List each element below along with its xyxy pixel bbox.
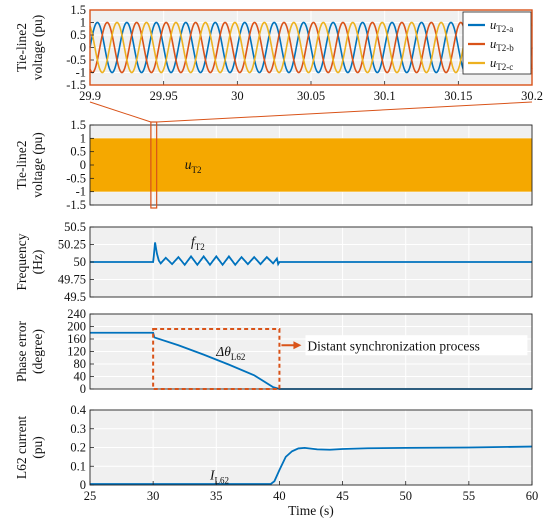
panel-4-callout-arrow-head <box>293 341 302 350</box>
panel-4-ytick-label: 200 <box>67 320 86 334</box>
panel-4-callout-box <box>152 328 281 390</box>
panel-5-ytick-label: 0 <box>80 478 86 492</box>
panel-1-xtick-label: 30.05 <box>297 89 325 103</box>
panel-5-annotation: IL62 <box>209 468 229 486</box>
panel-5-xtick-label: 25 <box>84 489 97 503</box>
panel-5-ytick-label: 0.3 <box>70 422 86 436</box>
panel-4-ytick-label: 0 <box>80 382 86 396</box>
panel-1-series-T2-a <box>89 21 533 74</box>
panel-1-xtick-label: 30 <box>231 89 244 103</box>
panel-2-ylabel-line2: voltage (pu) <box>30 132 45 198</box>
panel-3-annotation-sub: T2 <box>195 242 205 252</box>
panel-4-ylabel: Phase error (degree) <box>14 320 45 382</box>
panel-1-zoom-frame <box>89 9 533 86</box>
panel-3-ylabel: Frequency (Hz) <box>14 233 45 290</box>
panel-3-annotation: fT2 <box>191 234 205 252</box>
panel-1-ytick-label: -1.5 <box>66 78 86 92</box>
panel-3-annotation-main: f <box>191 234 197 249</box>
panel-5-ylabel-line1: L62 current <box>14 416 29 480</box>
panel-3-ytick-label: 49.75 <box>58 273 86 287</box>
panel-4-annotation-sub: L62 <box>231 352 246 362</box>
legend-sub: T2-c <box>496 62 513 72</box>
panel-2-annotation: uT2 <box>185 157 202 175</box>
panel-4-ytick-label: 120 <box>67 345 86 359</box>
panel-5-xtick-label: 50 <box>399 489 412 503</box>
panel-5-ytick-label: 0.1 <box>70 459 86 473</box>
panel-3-ylabel-line1: Frequency <box>14 233 29 290</box>
panel-2-ytick-label: -1.5 <box>66 198 86 212</box>
panel-5-ylabel-line2: (pu) <box>30 436 45 459</box>
panel-1-xtick-label: 29.95 <box>150 89 178 103</box>
panel-5-xtick-label: 30 <box>147 489 160 503</box>
panel-3-series-line <box>90 242 532 267</box>
panel-5-xtick-label: 40 <box>273 489 286 503</box>
panel-1-xtick-label: 30.15 <box>444 89 472 103</box>
panel-1-ytick-label: 1 <box>80 16 86 30</box>
panel-2-ytick-label: 1.5 <box>70 118 86 132</box>
panel-1-xtick-label: 29.9 <box>79 89 101 103</box>
panel-1-ytick-label: -0.5 <box>66 53 86 67</box>
panel-4-callout-label-bg <box>305 335 528 356</box>
legend-sub: T2-b <box>496 43 514 53</box>
panel-1-ytick-label: 0 <box>80 41 86 55</box>
panel-1-series-T2-b <box>89 21 533 74</box>
panel-1-ylabel: Tie-line2 voltage (pu) <box>14 15 45 81</box>
panel-5-ylabel: L62 current (pu) <box>14 416 45 480</box>
panel-2-annotation-sub: T2 <box>191 165 201 175</box>
panel-4-ytick-label: 240 <box>67 307 86 321</box>
panel-1-legend-label-T2-c: uT2-c <box>490 56 513 72</box>
panel-1-ytick-label: 1.5 <box>70 3 86 17</box>
panel-5-xtick-label: 60 <box>526 489 539 503</box>
panel-1-ytick-label: -1 <box>76 66 86 80</box>
panel-2-voltage-band <box>90 138 532 192</box>
legend-name: u <box>490 37 496 51</box>
panel-5-xlabel: Time (s) <box>288 503 334 518</box>
panel-5-series-line <box>90 445 533 485</box>
panel-2-ylabel-line1: Tie-line2 <box>14 140 29 189</box>
panel-5-ytick-label: 0.2 <box>70 441 86 455</box>
panel-4-annotation-main: Δθ <box>215 344 231 359</box>
panel-1-xtick-label: 30.2 <box>521 89 543 103</box>
legend-name: u <box>490 56 496 70</box>
panel-4-callout-label: Distant synchronization process <box>307 338 479 353</box>
panel-4-ylabel-line1: Phase error <box>14 320 29 382</box>
panel-4-ytick-label: 40 <box>74 370 87 384</box>
panel-5-annotation-sub: L62 <box>214 476 229 486</box>
panel-5-ytick-label: 0.4 <box>70 403 86 417</box>
panel-2-zoom-window <box>150 121 158 209</box>
panel-3-ytick-label: 50.5 <box>64 220 86 234</box>
panel-5-xtick-label: 35 <box>210 489 223 503</box>
panel-5-xtick-label: 45 <box>336 489 349 503</box>
panel-2-ytick-label: 1 <box>80 131 86 145</box>
panel-4-ytick-label: 80 <box>74 357 87 371</box>
panel-2-ytick-label: 0.5 <box>70 145 86 159</box>
panel-4-ytick-label: 160 <box>67 332 86 346</box>
legend-sub: T2-a <box>496 24 513 34</box>
panel-1-series-T2-c <box>89 21 533 74</box>
panel-1-ylabel-line2: voltage (pu) <box>30 15 45 81</box>
panel-3-ylabel-line2: (Hz) <box>30 250 45 275</box>
panel-1-legend-label-T2-b: uT2-b <box>490 37 514 53</box>
legend-name: u <box>490 18 496 32</box>
panel-1-ytick-label: 0.5 <box>70 28 86 42</box>
panel-1-ylabel-line1: Tie-line2 <box>14 23 29 72</box>
panel-2-ytick-label: 0 <box>80 158 86 172</box>
panel-2-ytick-label: -1 <box>76 185 86 199</box>
zoom-connector-right <box>156 101 533 123</box>
panel-4-ylabel-line2: (degree) <box>30 329 45 374</box>
zoom-connector-left <box>89 101 152 123</box>
panel-3-ytick-label: 49.5 <box>64 290 86 304</box>
panel-1-xtick-label: 30.1 <box>374 89 396 103</box>
panel-1-legend-label-T2-a: uT2-a <box>490 18 513 34</box>
panel-5-annotation-main: I <box>209 468 216 483</box>
panel-5-xtick-label: 55 <box>463 489 476 503</box>
panel-4-annotation: ΔθL62 <box>215 344 245 362</box>
panel-2-ytick-label: -0.5 <box>66 171 86 185</box>
panel-3-ytick-label: 50 <box>74 255 87 269</box>
panel-2-ylabel: Tie-line2 voltage (pu) <box>14 132 45 198</box>
panel-3-ytick-label: 50.25 <box>58 238 86 252</box>
panel-2-annotation-main: u <box>185 157 192 172</box>
